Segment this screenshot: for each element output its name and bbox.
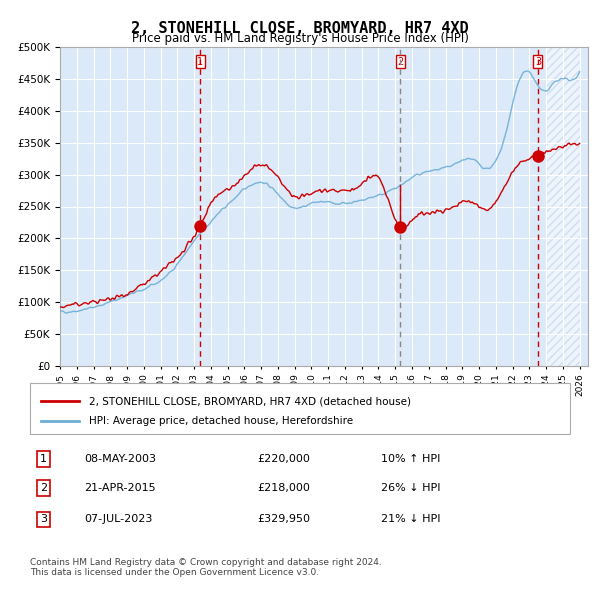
Text: 1: 1 <box>40 454 47 464</box>
Text: 21% ↓ HPI: 21% ↓ HPI <box>381 514 440 525</box>
Text: 2: 2 <box>397 57 403 67</box>
Text: 2, STONEHILL CLOSE, BROMYARD, HR7 4XD (detached house): 2, STONEHILL CLOSE, BROMYARD, HR7 4XD (d… <box>89 396 412 406</box>
Text: 3: 3 <box>535 57 541 67</box>
Text: £220,000: £220,000 <box>257 454 310 464</box>
Text: 10% ↑ HPI: 10% ↑ HPI <box>381 454 440 464</box>
FancyBboxPatch shape <box>30 384 570 434</box>
Text: Price paid vs. HM Land Registry's House Price Index (HPI): Price paid vs. HM Land Registry's House … <box>131 32 469 45</box>
Text: 2, STONEHILL CLOSE, BROMYARD, HR7 4XD: 2, STONEHILL CLOSE, BROMYARD, HR7 4XD <box>131 21 469 35</box>
Text: Contains HM Land Registry data © Crown copyright and database right 2024.
This d: Contains HM Land Registry data © Crown c… <box>30 558 382 577</box>
Text: £329,950: £329,950 <box>257 514 310 525</box>
Text: 07-JUL-2023: 07-JUL-2023 <box>84 514 152 525</box>
Text: 3: 3 <box>40 514 47 525</box>
Text: HPI: Average price, detached house, Herefordshire: HPI: Average price, detached house, Here… <box>89 416 353 426</box>
Text: 2: 2 <box>40 483 47 493</box>
Text: 08-MAY-2003: 08-MAY-2003 <box>84 454 156 464</box>
Text: 21-APR-2015: 21-APR-2015 <box>84 483 155 493</box>
Text: 26% ↓ HPI: 26% ↓ HPI <box>381 483 440 493</box>
Text: 1: 1 <box>197 57 203 67</box>
Text: £218,000: £218,000 <box>257 483 310 493</box>
